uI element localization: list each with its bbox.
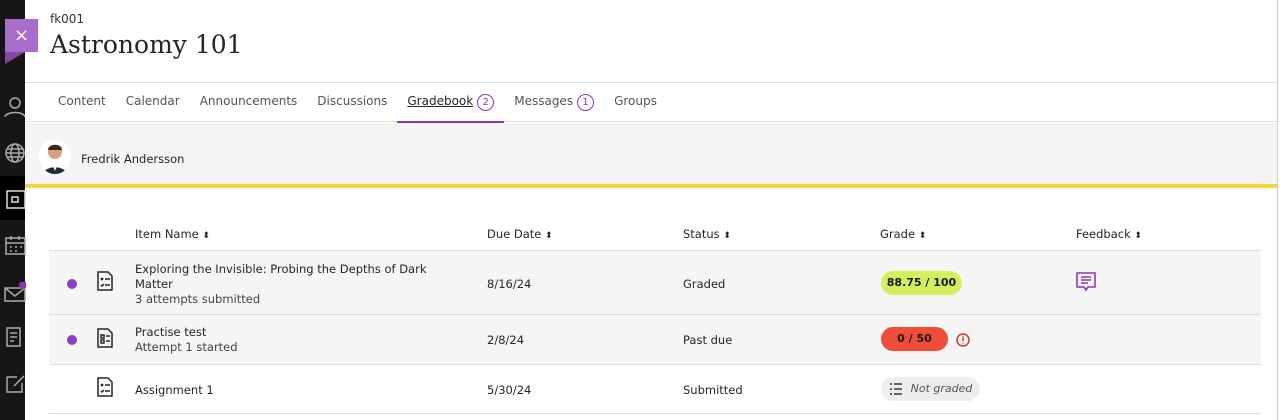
item-name-link[interactable]: Practise test — [135, 325, 207, 339]
alert-icon — [956, 333, 970, 347]
tab-label: Groups — [614, 94, 657, 108]
grade-pill[interactable]: 88.75 / 100 — [881, 271, 962, 295]
table-row[interactable]: Practise test Attempt 1 started 2/8/24 P… — [49, 314, 1261, 364]
sort-icon: ⬍ — [723, 231, 731, 241]
messages-icon[interactable] — [4, 282, 26, 304]
column-header-due-date[interactable]: Due Date ⬍ — [487, 227, 553, 241]
calendar-icon[interactable] — [4, 234, 26, 256]
unread-indicator — [67, 335, 77, 345]
table-row[interactable]: Assignment 1 5/30/24 Submitted Not grade… — [49, 364, 1261, 414]
tab-messages[interactable]: Messages 1 — [504, 83, 604, 123]
grades-icon[interactable] — [4, 326, 26, 348]
attempt-status: Attempt 1 started — [135, 340, 238, 354]
page-title: Astronomy 101 — [50, 30, 243, 59]
test-document-icon — [97, 271, 113, 291]
tab-calendar[interactable]: Calendar — [116, 83, 190, 123]
course-panel: fk001 Astronomy 101 Content Calendar Ann… — [25, 0, 1278, 420]
tab-label: Discussions — [317, 94, 388, 108]
messages-count-badge: 1 — [577, 94, 595, 111]
tab-label: Content — [58, 94, 106, 108]
course-code: fk001 — [50, 12, 85, 26]
attempt-status: 3 attempts submitted — [135, 292, 261, 306]
grade-pill[interactable]: Not graded — [881, 377, 980, 401]
unread-indicator — [67, 279, 77, 289]
close-button[interactable]: × — [5, 19, 38, 64]
item-name-link[interactable]: Assignment 1 — [135, 383, 214, 397]
tab-content[interactable]: Content — [48, 83, 116, 123]
tab-label: Announcements — [199, 94, 298, 108]
column-header-feedback[interactable]: Feedback ⬍ — [1076, 227, 1142, 241]
column-header-item-name[interactable]: Item Name ⬍ — [135, 227, 210, 241]
item-name-link[interactable]: Exploring the Invisible: Probing the Dep… — [135, 262, 427, 291]
assignment-document-icon — [97, 377, 113, 397]
tab-announcements[interactable]: Announcements — [190, 83, 308, 123]
gradebook-count-badge: 2 — [477, 94, 495, 111]
tab-label: Calendar — [125, 94, 180, 108]
avatar — [39, 140, 71, 174]
sort-icon: ⬍ — [918, 231, 927, 241]
test-document-icon — [97, 328, 113, 348]
courses-icon[interactable] — [4, 188, 26, 210]
due-date: 5/30/24 — [487, 383, 532, 397]
column-header-grade[interactable]: Grade ⬍ — [880, 227, 927, 241]
feedback-icon[interactable] — [1075, 271, 1097, 293]
tab-discussions[interactable]: Discussions — [307, 83, 397, 123]
tab-groups[interactable]: Groups — [604, 83, 667, 123]
table-row[interactable]: Exploring the Invisible: Probing the Dep… — [49, 250, 1261, 314]
course-tabs: Content Calendar Announcements Discussio… — [25, 82, 1277, 124]
grade-pill[interactable]: 0 / 50 — [881, 327, 948, 351]
status: Submitted — [683, 383, 743, 397]
left-nav — [0, 0, 26, 420]
student-name: Fredrik Andersson — [81, 152, 185, 166]
due-date: 2/8/24 — [487, 333, 525, 347]
edit-icon[interactable] — [4, 372, 26, 394]
due-date: 8/16/24 — [487, 277, 532, 291]
profile-icon[interactable] — [4, 96, 26, 118]
tab-label: Gradebook — [407, 94, 474, 108]
student-header: Fredrik Andersson — [25, 123, 1277, 188]
sort-icon: ⬍ — [1134, 231, 1142, 241]
status: Graded — [683, 277, 726, 291]
tab-label: Messages — [514, 94, 574, 108]
globe-icon[interactable] — [4, 142, 26, 164]
sort-icon: ⬍ — [202, 231, 210, 241]
column-header-status[interactable]: Status ⬍ — [683, 227, 731, 241]
tab-gradebook[interactable]: Gradebook 2 — [397, 83, 505, 124]
grade-text: Not graded — [910, 382, 973, 395]
sort-icon: ⬍ — [545, 231, 553, 241]
not-graded-icon — [890, 383, 902, 395]
status: Past due — [683, 333, 733, 347]
